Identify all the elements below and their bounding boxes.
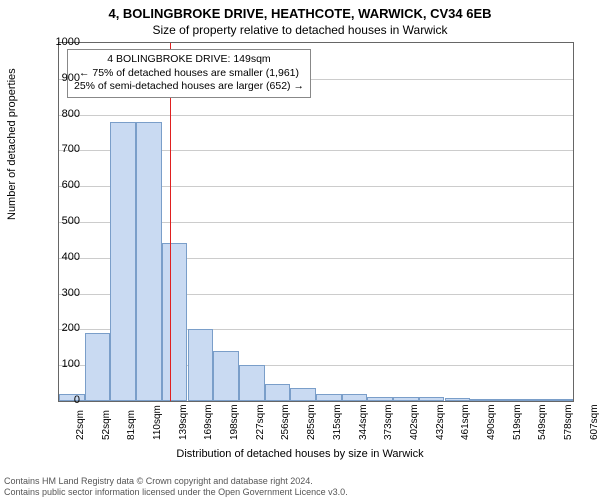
y-tick-label: 1000 <box>50 36 80 48</box>
histogram-bar <box>445 398 471 401</box>
chart-plot-area: 4 BOLINGBROKE DRIVE: 149sqm ← 75% of det… <box>58 42 574 402</box>
y-tick-label: 400 <box>50 251 80 263</box>
x-tick-label: 315sqm <box>332 404 343 440</box>
x-tick-label: 519sqm <box>512 404 523 440</box>
histogram-bar <box>342 394 368 401</box>
histogram-bar <box>213 351 239 401</box>
x-tick-label: 373sqm <box>383 404 394 440</box>
x-tick-label: 110sqm <box>152 405 163 440</box>
y-tick-label: 600 <box>50 179 80 191</box>
histogram-bar <box>290 388 316 401</box>
x-tick-label: 461sqm <box>460 404 471 440</box>
chart-container: 4, BOLINGBROKE DRIVE, HEATHCOTE, WARWICK… <box>0 0 600 500</box>
y-tick-label: 500 <box>50 215 80 227</box>
x-tick-label: 285sqm <box>306 404 317 440</box>
x-tick-label: 256sqm <box>280 404 291 440</box>
x-tick-label: 52sqm <box>101 410 112 440</box>
grid-line <box>59 115 573 116</box>
y-tick-label: 700 <box>50 143 80 155</box>
histogram-bar <box>316 394 342 401</box>
histogram-bar <box>265 384 291 401</box>
x-tick-label: 22sqm <box>75 410 86 440</box>
histogram-bar <box>188 329 214 401</box>
annotation-box: 4 BOLINGBROKE DRIVE: 149sqm ← 75% of det… <box>67 49 311 98</box>
x-tick-label: 549sqm <box>537 404 548 440</box>
histogram-bar <box>85 333 111 401</box>
title-sub: Size of property relative to detached ho… <box>0 21 600 37</box>
x-tick-label: 432sqm <box>435 404 446 440</box>
x-tick-label: 139sqm <box>178 404 189 440</box>
histogram-bar <box>547 399 573 401</box>
x-tick-label: 402sqm <box>409 404 420 440</box>
y-tick-label: 0 <box>50 394 80 406</box>
annotation-line1: 4 BOLINGBROKE DRIVE: 149sqm <box>74 53 304 67</box>
histogram-bar <box>496 399 522 401</box>
title-main: 4, BOLINGBROKE DRIVE, HEATHCOTE, WARWICK… <box>0 0 600 21</box>
histogram-bar <box>136 122 162 401</box>
x-tick-label: 578sqm <box>563 404 574 440</box>
y-tick-label: 100 <box>50 358 80 370</box>
y-axis-label: Number of detached properties <box>6 68 18 220</box>
histogram-bar <box>110 122 136 401</box>
x-tick-label: 81sqm <box>126 410 137 440</box>
histogram-bar <box>419 397 445 401</box>
x-tick-label: 198sqm <box>229 404 240 440</box>
footer-line2: Contains public sector information licen… <box>4 487 348 498</box>
annotation-line2: ← 75% of detached houses are smaller (1,… <box>74 67 304 81</box>
histogram-bar <box>522 399 548 401</box>
y-tick-label: 800 <box>50 108 80 120</box>
y-tick-label: 200 <box>50 322 80 334</box>
histogram-bar <box>162 243 188 401</box>
footer-line1: Contains HM Land Registry data © Crown c… <box>4 476 348 487</box>
y-tick-label: 900 <box>50 72 80 84</box>
histogram-bar <box>393 397 419 401</box>
y-tick-label: 300 <box>50 287 80 299</box>
x-axis-label: Distribution of detached houses by size … <box>0 448 600 460</box>
x-tick-label: 607sqm <box>589 404 600 440</box>
x-tick-label: 344sqm <box>358 404 369 440</box>
x-tick-label: 169sqm <box>203 404 214 440</box>
x-tick-label: 490sqm <box>486 404 497 440</box>
footer-text: Contains HM Land Registry data © Crown c… <box>4 476 348 499</box>
histogram-bar <box>367 397 393 401</box>
histogram-bar <box>470 399 496 401</box>
x-tick-label: 227sqm <box>255 404 266 440</box>
annotation-line3: 25% of semi-detached houses are larger (… <box>74 80 304 94</box>
histogram-bar <box>239 365 265 401</box>
